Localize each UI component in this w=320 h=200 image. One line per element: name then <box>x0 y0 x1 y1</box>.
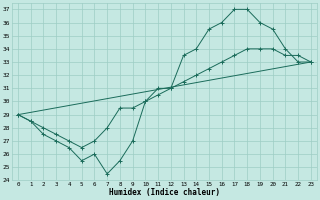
X-axis label: Humidex (Indice chaleur): Humidex (Indice chaleur) <box>109 188 220 197</box>
